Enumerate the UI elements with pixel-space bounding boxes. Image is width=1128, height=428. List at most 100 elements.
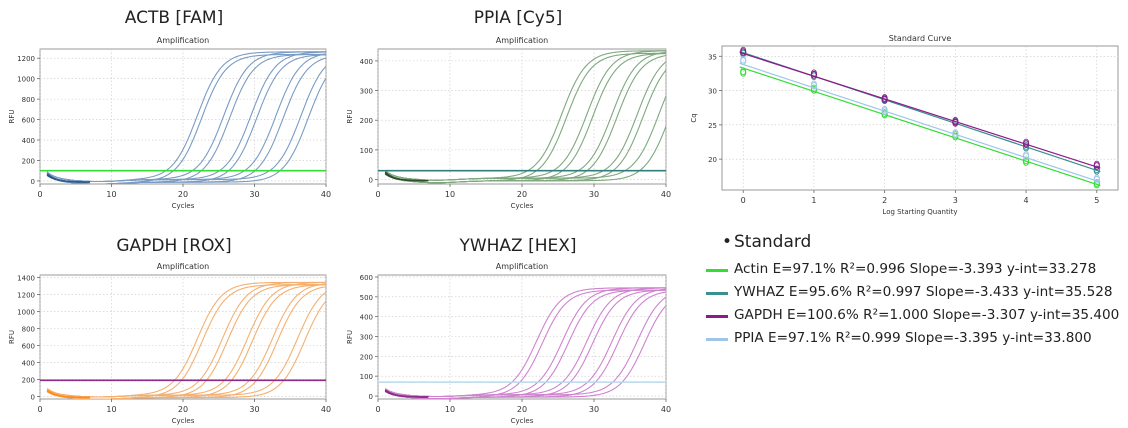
x-tick-label: 0 xyxy=(741,196,746,205)
y-tick-label: 1200 xyxy=(17,292,35,300)
x-tick-label: 5 xyxy=(1094,196,1099,205)
x-tick-label: 10 xyxy=(106,405,116,414)
y-tick-label: 25 xyxy=(708,122,717,130)
amplification-curve xyxy=(46,284,326,399)
x-axis-label: Log Starting Quantity xyxy=(882,208,957,216)
x-tick-label: 10 xyxy=(445,190,455,199)
legend-swatch xyxy=(706,269,728,272)
legend-swatch xyxy=(706,338,728,341)
legend-item-actin: Actin E=97.1% R²=0.996 Slope=-3.393 y-in… xyxy=(706,260,1126,282)
y-tick-label: 600 xyxy=(22,117,35,125)
panel-ywhaz: YWHAZ [HEX] Amplification 0 100 200 300 400 50… xyxy=(346,236,688,428)
y-tick-label: 0 xyxy=(31,178,35,186)
x-tick-label: 30 xyxy=(589,405,599,414)
chart-title: Amplification xyxy=(157,36,209,45)
amplification-chart-gapdh: Amplification 0 200 400 600 800 1000 1200 1400 0 1… xyxy=(8,262,331,425)
y-tick-label: 200 xyxy=(360,117,373,125)
amplification-curve xyxy=(384,305,666,399)
panel-gapdh: GAPDH [ROX] Amplification 0 200 400 600 800 10… xyxy=(0,236,348,428)
data-point-ppia xyxy=(881,105,888,114)
y-tick-label: 30 xyxy=(708,88,717,96)
x-tick-label: 2 xyxy=(882,196,887,205)
x-axis-label: Cycles xyxy=(511,202,534,210)
y-tick-label: 200 xyxy=(22,376,35,384)
x-tick-label: 20 xyxy=(517,190,527,199)
curves xyxy=(46,281,326,399)
amplification-curve xyxy=(46,284,326,399)
amplification-curve xyxy=(384,126,666,184)
panel-actb: ACTB [FAM] Amplification 0 200 400 600 800 100… xyxy=(0,8,348,214)
y-tick-label: 500 xyxy=(360,294,373,302)
x-tick-label: 20 xyxy=(178,190,188,199)
panel-heading: YWHAZ [HEX] xyxy=(459,236,577,256)
x-tick-label: 3 xyxy=(953,196,958,205)
x-tick-label: 0 xyxy=(375,190,380,199)
data-point-ppia xyxy=(1023,151,1030,159)
y-tick-label: 20 xyxy=(708,156,717,164)
baseline-curve xyxy=(384,389,429,398)
y-axis-label: RFU xyxy=(346,330,354,344)
panel-heading: ACTB [FAM] xyxy=(124,8,224,28)
curves xyxy=(384,50,666,184)
standard-curve-chart: Standard Curve 20 25 30 35 0 1 2 3 4 5 Log Starting… xyxy=(690,34,1119,216)
y-axis-label: RFU xyxy=(8,109,16,123)
legend-item-ywhaz: YWHAZ E=95.6% R²=0.997 Slope=-3.433 y-in… xyxy=(706,283,1126,305)
amplification-curve xyxy=(46,291,326,398)
x-tick-label: 1 xyxy=(811,196,816,205)
amplification-curve xyxy=(46,65,326,183)
data-point-gapdh xyxy=(740,46,747,55)
y-tick-label: 35 xyxy=(708,53,717,61)
y-tick-label: 600 xyxy=(22,342,35,350)
y-tick-label: 800 xyxy=(22,96,35,104)
y-tick-label: 0 xyxy=(369,177,373,185)
x-tick-label: 20 xyxy=(178,405,188,414)
data-point-actin xyxy=(1023,156,1030,165)
y-tick-label: 300 xyxy=(360,334,373,342)
legend-label: YWHAZ E=95.6% R²=0.997 Slope=-3.433 y-in… xyxy=(734,284,1113,300)
data-point-actin xyxy=(740,67,747,76)
data-point-gapdh xyxy=(1093,160,1100,169)
x-tick-label: 10 xyxy=(106,190,116,199)
fit-line-actin xyxy=(739,66,1101,187)
legend-title: Standard xyxy=(722,232,1126,252)
chart-title: Amplification xyxy=(157,262,209,271)
y-tick-label: 400 xyxy=(22,137,35,145)
data-point-ppia xyxy=(952,129,959,137)
baseline-curve xyxy=(46,389,90,399)
chart-title: Amplification xyxy=(496,36,548,45)
x-tick-label: 30 xyxy=(249,405,259,414)
x-tick-label: 4 xyxy=(1024,196,1029,205)
amplification-curve xyxy=(46,300,326,399)
data-point-ppia xyxy=(1093,174,1100,183)
y-tick-label: 1000 xyxy=(17,76,35,84)
x-tick-label: 30 xyxy=(589,190,599,199)
legend-swatch xyxy=(706,292,728,295)
standard-legend: Standard Actin E=97.1% R²=0.996 Slope=-3… xyxy=(706,232,1126,352)
data-point-gapdh xyxy=(810,69,817,78)
data-point-actin xyxy=(1093,179,1100,187)
chart-title: Amplification xyxy=(496,262,548,271)
legend-label: Actin E=97.1% R²=0.996 Slope=-3.393 y-in… xyxy=(734,261,1097,277)
amplification-chart-ppia: Amplification 0 100 200 300 400 0 10 20 30 40 Cycle… xyxy=(346,36,671,210)
baseline-curve xyxy=(46,172,90,183)
fit-line-gapdh xyxy=(739,51,1101,169)
panel-heading: GAPDH [ROX] xyxy=(116,236,232,256)
y-tick-label: 1400 xyxy=(17,275,35,283)
panel-standard-curve: Standard Curve 20 25 30 35 0 1 2 3 4 5 Log Starting… xyxy=(690,32,1128,228)
legend-label: GAPDH E=100.6% R²=1.000 Slope=-3.307 y-i… xyxy=(734,307,1120,323)
data-point-gapdh xyxy=(881,94,888,102)
panel-heading: PPIA [Cy5] xyxy=(473,8,563,28)
legend-item-ppia: PPIA E=97.1% R²=0.999 Slope=-3.395 y-int… xyxy=(706,329,1126,351)
y-tick-label: 600 xyxy=(360,274,373,282)
x-axis-label: Cycles xyxy=(511,417,534,425)
x-tick-label: 40 xyxy=(661,405,671,414)
amplification-chart-actb: Amplification 0 200 400 600 800 1000 1200 0 10 20 3… xyxy=(8,36,331,210)
legend-item-gapdh: GAPDH E=100.6% R²=1.000 Slope=-3.307 y-i… xyxy=(706,306,1126,328)
data-point-ywhaz xyxy=(1093,165,1100,174)
amplification-curve xyxy=(384,95,666,181)
x-tick-label: 0 xyxy=(37,190,42,199)
x-tick-label: 0 xyxy=(375,405,380,414)
x-tick-label: 0 xyxy=(37,405,42,414)
y-tick-label: 0 xyxy=(369,393,373,401)
y-axis-label: Cq xyxy=(690,113,698,122)
